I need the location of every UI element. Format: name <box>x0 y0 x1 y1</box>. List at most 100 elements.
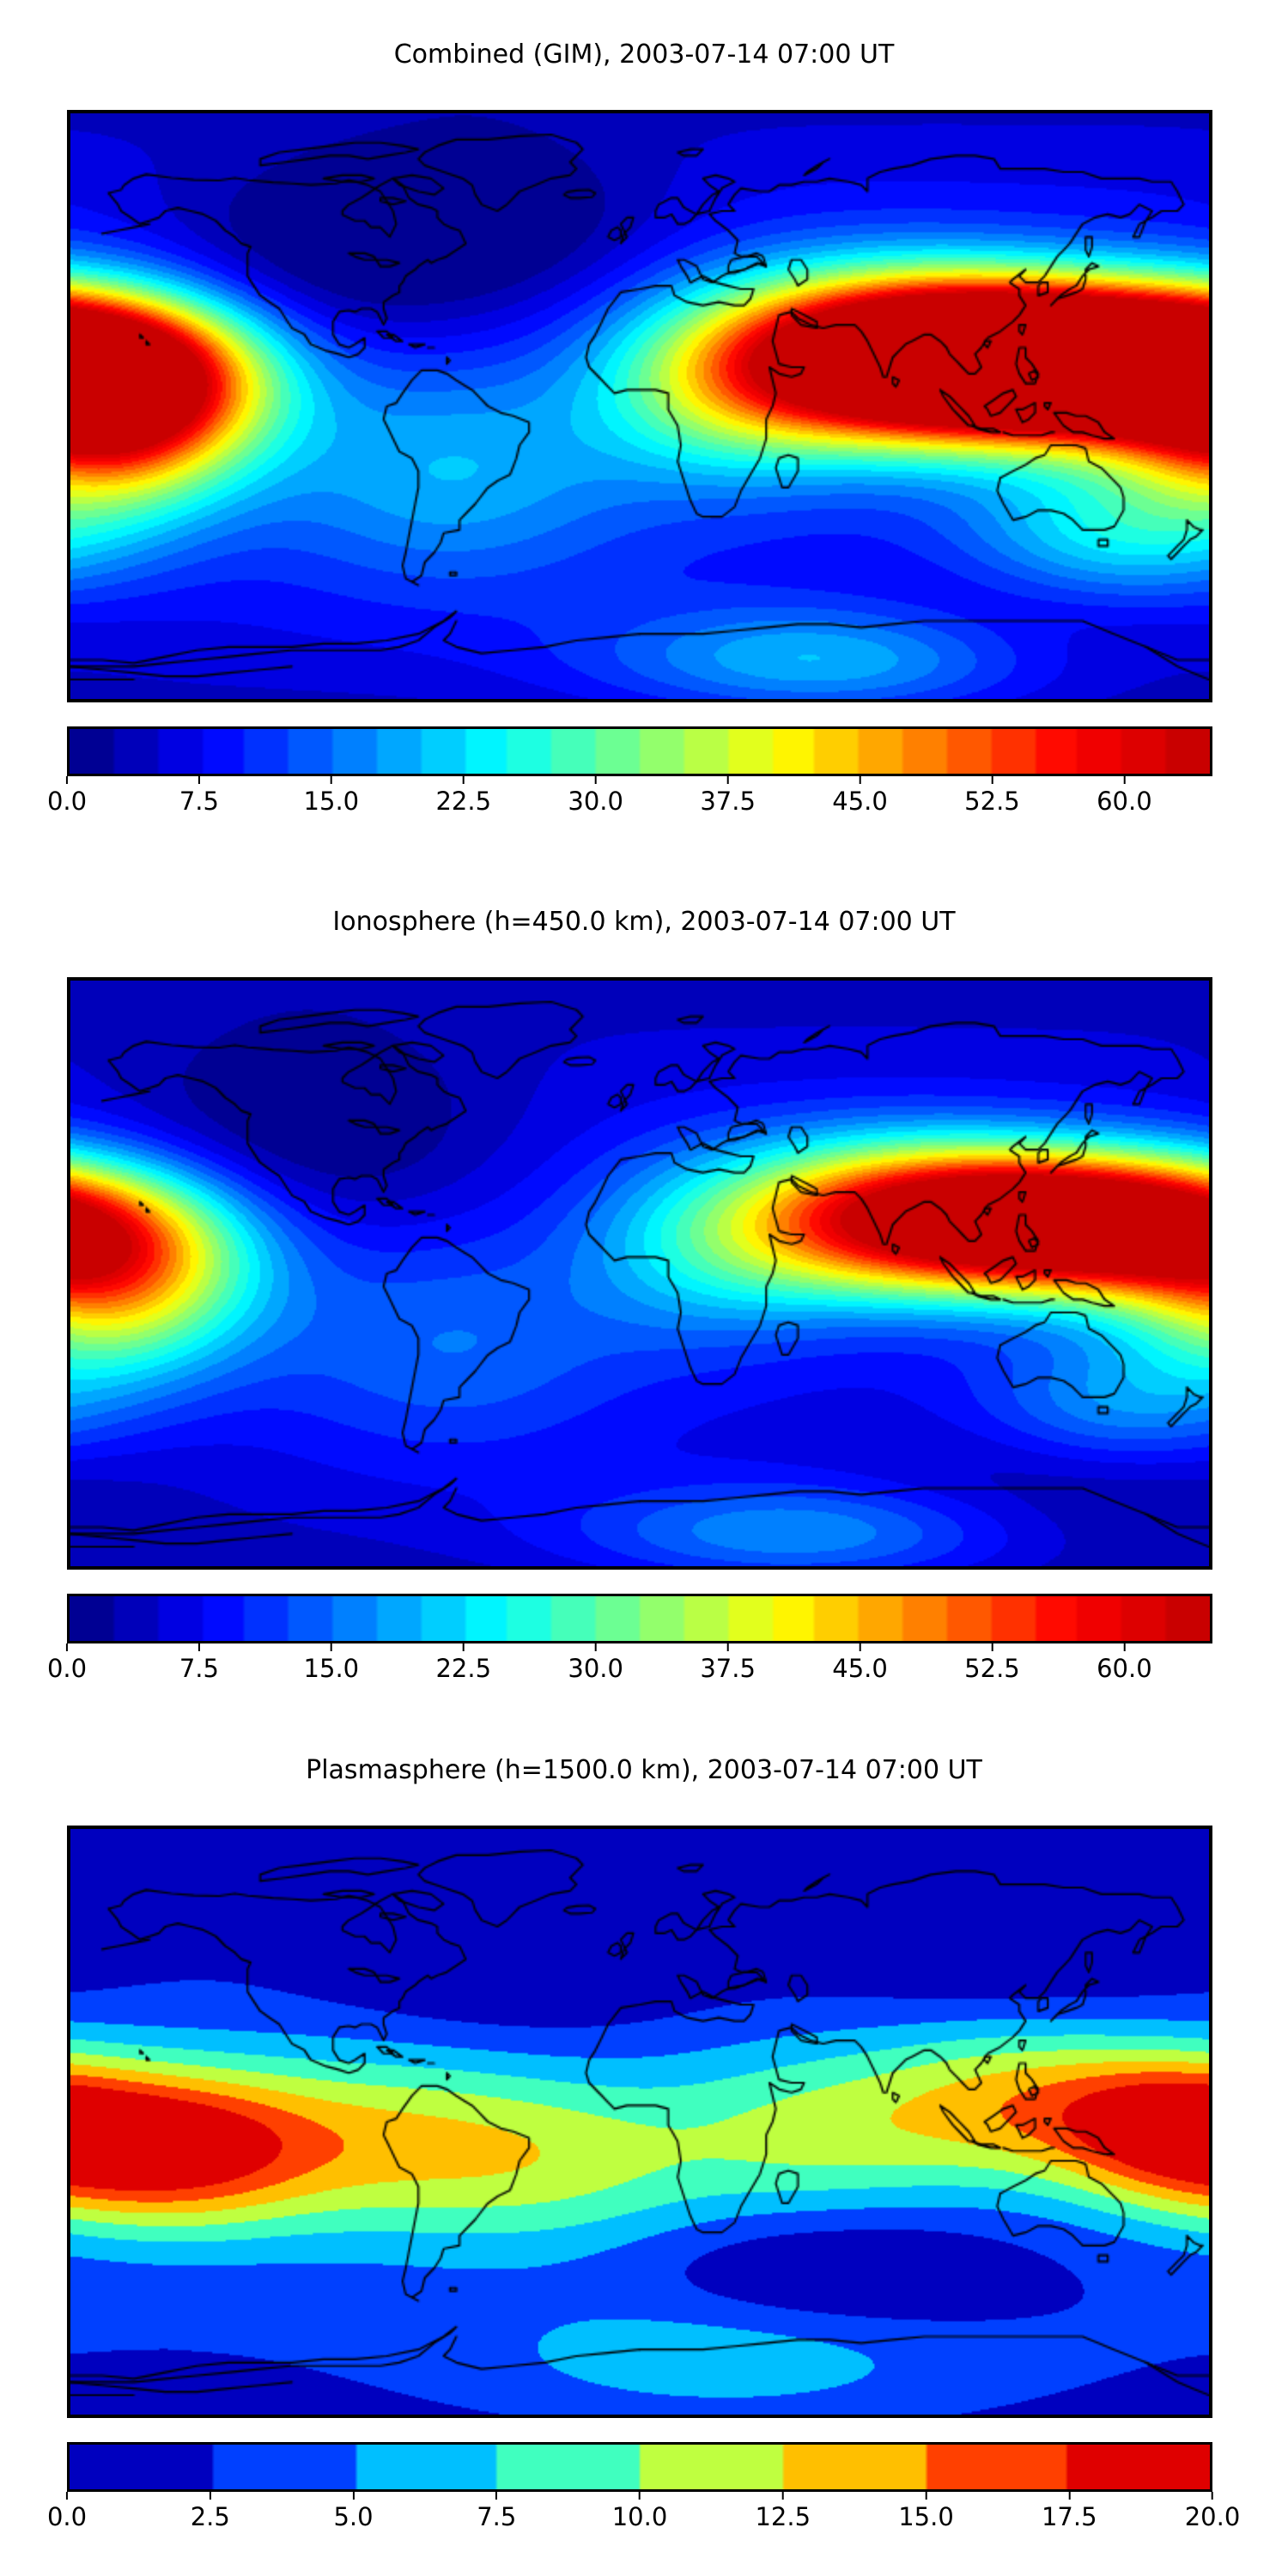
colorbar-ticks-ionosphere: 0.0 7.5 15.0 22.5 30.0 37.5 45.0 52.5 60.0 <box>47 1643 1212 1683</box>
tick-mark <box>781 2492 784 2500</box>
tick-label: 45.0 <box>832 787 888 816</box>
tick-mark <box>925 2492 927 2500</box>
colorbar-tick: 7.5 <box>477 2492 516 2531</box>
tick-label: 15.0 <box>898 2502 954 2531</box>
colorbar-tick: 10.0 <box>611 2492 668 2531</box>
colorbar-tick: 22.5 <box>435 1643 491 1683</box>
colorbar-tick: 37.5 <box>700 1643 756 1683</box>
panel-ionosphere: Ionosphere (h=450.0 km), 2003-07-14 07:0… <box>0 859 1288 1726</box>
map-canvas-plasmasphere <box>70 1829 1209 2415</box>
tick-label: 60.0 <box>1097 1654 1152 1683</box>
colorbar-tick: 37.5 <box>700 776 756 816</box>
tick-mark <box>462 776 465 784</box>
colorbar-tick: 0.0 <box>47 776 87 816</box>
tick-label: 22.5 <box>435 787 492 816</box>
tick-mark <box>1068 2492 1071 2500</box>
tick-mark <box>859 776 861 784</box>
tick-label: 45.0 <box>832 1654 888 1683</box>
colorbar-tick: 0.0 <box>47 2492 87 2531</box>
colorbar-tick: 15.0 <box>303 776 360 816</box>
tick-label: 37.5 <box>700 787 756 816</box>
colorbar-tick: 52.5 <box>964 776 1020 816</box>
tick-mark <box>209 2492 211 2500</box>
tick-mark <box>1123 776 1126 784</box>
tick-mark <box>859 1643 861 1651</box>
tick-label: 7.5 <box>179 787 219 816</box>
tick-label: 15.0 <box>303 787 360 816</box>
tick-label: 37.5 <box>700 1654 756 1683</box>
panel-title-plasmasphere: Plasmasphere (h=1500.0 km), 2003-07-14 0… <box>306 1755 982 1785</box>
tick-mark <box>1211 2492 1213 2500</box>
tick-mark <box>197 1643 200 1651</box>
tick-label: 12.5 <box>755 2502 811 2531</box>
tick-mark <box>638 2492 641 2500</box>
map-plasmasphere <box>67 1826 1212 2418</box>
tick-label: 22.5 <box>435 1654 492 1683</box>
colorbar-tick: 45.0 <box>832 1643 888 1683</box>
colorbar-tick: 52.5 <box>964 1643 1020 1683</box>
colorbar-gradient-plasmasphere <box>70 2445 1210 2489</box>
tick-label: 10.0 <box>611 2502 668 2531</box>
map-ionosphere <box>67 977 1212 1570</box>
tick-label: 7.5 <box>179 1654 219 1683</box>
tick-label: 52.5 <box>964 1654 1020 1683</box>
panel-title-ionosphere: Ionosphere (h=450.0 km), 2003-07-14 07:0… <box>332 907 956 937</box>
colorbar-tick: 0.0 <box>47 1643 87 1683</box>
tick-mark <box>66 2492 68 2500</box>
tick-label: 52.5 <box>964 787 1020 816</box>
tick-mark <box>330 776 332 784</box>
panel-combined: Combined (GIM), 2003-07-14 07:00 UT 0.0 7… <box>0 0 1288 859</box>
colorbar-tick: 5.0 <box>333 2492 374 2531</box>
colorbar-tick: 30.0 <box>568 776 623 816</box>
tick-label: 2.5 <box>190 2502 230 2531</box>
tick-label: 30.0 <box>568 787 623 816</box>
colorbar-gradient-combined <box>70 729 1210 774</box>
colorbar-tick: 15.0 <box>898 2492 954 2531</box>
colorbar-tick: 60.0 <box>1097 776 1152 816</box>
colorbar-tick: 7.5 <box>179 776 219 816</box>
colorbar-ticks-combined: 0.0 7.5 15.0 22.5 30.0 37.5 45.0 52.5 60.0 <box>47 776 1212 816</box>
panel-title-combined: Combined (GIM), 2003-07-14 07:00 UT <box>393 39 895 70</box>
tick-mark <box>726 1643 729 1651</box>
colorbar-combined <box>67 726 1212 776</box>
tick-mark <box>726 776 729 784</box>
tick-label: 17.5 <box>1041 2502 1097 2531</box>
tick-label: 15.0 <box>303 1654 360 1683</box>
tick-mark <box>66 1643 68 1651</box>
map-canvas-combined <box>70 113 1209 699</box>
tick-label: 0.0 <box>46 787 88 816</box>
colorbar-tick: 60.0 <box>1097 1643 1152 1683</box>
tick-mark <box>495 2492 498 2500</box>
tick-label: 30.0 <box>568 1654 623 1683</box>
tick-label: 0.0 <box>46 1654 88 1683</box>
tick-label: 60.0 <box>1097 787 1152 816</box>
tick-mark <box>594 776 597 784</box>
colorbar-tick: 20.0 <box>1184 2492 1241 2531</box>
colorbar-ionosphere <box>67 1594 1212 1643</box>
colorbar-tick: 30.0 <box>568 1643 623 1683</box>
map-canvas-ionosphere <box>70 981 1209 1566</box>
colorbar-tick: 2.5 <box>191 2492 230 2531</box>
tick-label: 20.0 <box>1184 2502 1241 2531</box>
tick-mark <box>462 1643 465 1651</box>
tick-label: 7.5 <box>477 2502 517 2531</box>
tick-mark <box>330 1643 332 1651</box>
tick-mark <box>1123 1643 1126 1651</box>
colorbar-tick: 12.5 <box>755 2492 811 2531</box>
map-combined <box>67 110 1212 702</box>
tick-mark <box>991 1643 993 1651</box>
tick-label: 5.0 <box>333 2502 374 2531</box>
colorbar-tick: 17.5 <box>1042 2492 1097 2531</box>
colorbar-ticks-plasmasphere: 0.0 2.5 5.0 7.5 10.0 12.5 15.0 17.5 20.0 <box>47 2492 1240 2531</box>
tick-mark <box>991 776 993 784</box>
tick-mark <box>352 2492 355 2500</box>
colorbar-gradient-ionosphere <box>70 1596 1210 1641</box>
tick-mark <box>66 776 68 784</box>
colorbar-tick: 45.0 <box>832 776 888 816</box>
colorbar-tick: 15.0 <box>303 1643 360 1683</box>
colorbar-tick: 22.5 <box>435 776 491 816</box>
tick-mark <box>594 1643 597 1651</box>
tick-label: 0.0 <box>46 2502 88 2531</box>
tick-mark <box>197 776 200 784</box>
